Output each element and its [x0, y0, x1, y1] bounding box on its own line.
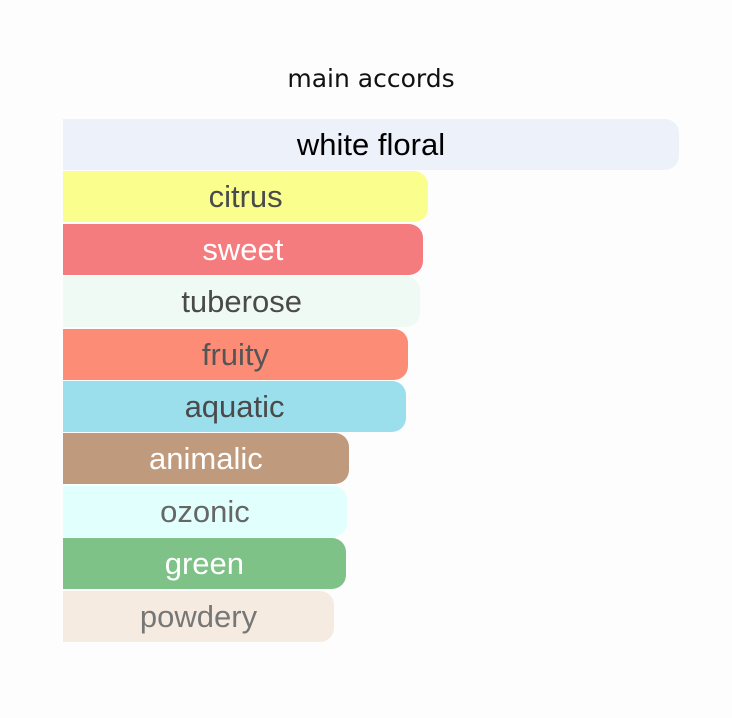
accord-bar-powdery: powdery	[63, 590, 335, 642]
accord-label: citrus	[208, 179, 283, 215]
accord-label: ozonic	[160, 493, 250, 529]
accord-bar-animalic: animalic	[63, 433, 349, 485]
accord-label: aquatic	[184, 388, 285, 424]
accord-bar-aquatic: aquatic	[63, 380, 407, 432]
accord-label: fruity	[201, 336, 270, 372]
accord-bar-green: green	[63, 538, 346, 590]
accord-label: powdery	[139, 598, 258, 634]
accord-label: tuberose	[181, 284, 302, 320]
accords-bar-list: white floral citrus sweet tuberose fruity aqu…	[63, 119, 679, 643]
chart-title: main accords	[287, 64, 455, 93]
accord-bar-tuberose: tuberose	[63, 276, 421, 328]
accord-bar-white-floral: white floral	[63, 119, 679, 170]
accord-label: green	[164, 546, 245, 582]
accord-bar-fruity: fruity	[63, 328, 408, 380]
accord-bar-sweet: sweet	[63, 223, 423, 275]
accord-bar-citrus: citrus	[63, 171, 429, 223]
accord-label: white floral	[296, 127, 446, 162]
accord-label: sweet	[202, 231, 284, 267]
accord-bar-ozonic: ozonic	[63, 485, 347, 537]
accord-label: animalic	[149, 441, 263, 477]
